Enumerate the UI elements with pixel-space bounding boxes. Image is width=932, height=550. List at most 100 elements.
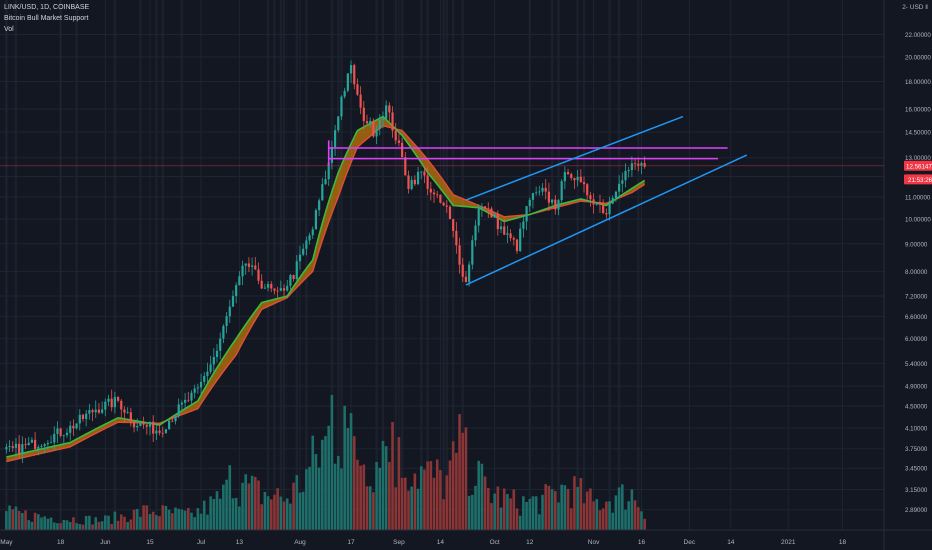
volume-bar (266, 496, 270, 530)
price-axis: 22.00000 20.00000 18.00000 16.00000 14.50000… (883, 0, 932, 550)
chart-symbol-title[interactable]: LINK/USD, 1D, COINBASE (4, 4, 90, 11)
time-tick-label: 12 (526, 539, 534, 546)
candle (528, 199, 531, 207)
time-tick-label: Aug (294, 539, 306, 546)
candle (116, 397, 120, 401)
currency-axis-label[interactable]: 2- USD ‖ (902, 4, 928, 11)
volume-bar (426, 461, 429, 530)
candle (391, 112, 394, 131)
candle (222, 325, 225, 339)
candle (177, 404, 180, 416)
candle (155, 430, 158, 434)
volume-bar (142, 505, 145, 530)
candle (356, 84, 359, 95)
candle (30, 439, 34, 443)
channel-line (465, 115, 684, 201)
candle (483, 206, 487, 209)
volume-bar (78, 524, 82, 530)
candle (327, 162, 330, 180)
volume-bar (247, 483, 251, 530)
price-tick-label: 2.89000 (905, 507, 928, 514)
candle (132, 421, 136, 428)
candle (49, 442, 53, 444)
volume-bar (560, 484, 563, 530)
time-tick-label: Dec (684, 539, 696, 546)
candle (404, 157, 407, 176)
volume-bar (151, 511, 155, 530)
candle (65, 432, 69, 436)
volume-bar (273, 494, 276, 530)
volume-bar (576, 486, 579, 530)
candle (365, 121, 369, 124)
price-tick-label: 22.00000 (905, 32, 931, 39)
candle (570, 174, 573, 179)
volume-bar (429, 461, 433, 530)
volume-bar (65, 520, 69, 530)
candle (5, 447, 8, 450)
volume-bar (601, 508, 605, 530)
volume-bar (327, 425, 331, 530)
volume-bar (100, 521, 104, 530)
candle (91, 410, 94, 413)
volume-bar (263, 491, 267, 530)
time-tick-label: Sep (393, 539, 405, 546)
candle (362, 107, 365, 122)
candle (586, 184, 589, 196)
candle (136, 425, 139, 428)
candle (308, 235, 311, 241)
volume-bar (340, 468, 343, 530)
candle (199, 381, 203, 388)
bg-stripe (394, 0, 397, 530)
candle (490, 208, 493, 218)
volume-bar (317, 467, 321, 530)
volume-bar (477, 460, 481, 530)
volume-bar (617, 487, 621, 530)
volume-bar (349, 413, 353, 530)
volume-bar (269, 499, 273, 530)
volume-indicator-label[interactable]: Vol (4, 26, 14, 33)
candle (554, 199, 557, 210)
candle (302, 248, 305, 255)
volume-bar (132, 509, 136, 530)
price-tick-label: 3.75000 (905, 446, 928, 453)
price-tick-label: 3.15000 (905, 487, 928, 494)
price-tick-label: 14.50000 (905, 130, 931, 137)
candle (324, 179, 327, 185)
bull-market-support-band (6, 115, 646, 463)
volume-bar (285, 498, 289, 530)
volume-bar (145, 505, 149, 530)
candle (503, 226, 506, 235)
volume-bar (486, 488, 490, 530)
volume-bar (107, 515, 110, 530)
candle (605, 213, 608, 215)
bg-stripe (330, 0, 334, 530)
volume-bar (496, 486, 500, 530)
candle (439, 194, 442, 203)
volume-bar (455, 452, 458, 530)
bg-stripe (617, 0, 621, 530)
price-tick-label: 11.00000 (905, 194, 931, 201)
volume-bar (33, 512, 37, 530)
candle (85, 413, 88, 419)
candle (566, 172, 570, 175)
volume-bar (225, 479, 228, 530)
candle (212, 356, 215, 365)
bg-stripe (400, 0, 404, 530)
volume-bar (368, 486, 372, 530)
candle (69, 425, 72, 433)
candle (174, 415, 177, 422)
candle (145, 424, 148, 427)
candle (385, 105, 388, 119)
volume-bar (314, 454, 318, 530)
candle (452, 219, 455, 231)
indicator-label[interactable]: Bitcoin Bull Market Support (4, 15, 89, 22)
price-tick-label: 5.40000 (905, 361, 928, 368)
volume-bar (333, 463, 337, 530)
volume-bar (595, 499, 599, 530)
volume-bar (174, 507, 177, 530)
candle (187, 399, 190, 401)
volume-bar (56, 523, 59, 530)
volume-bar (321, 439, 324, 530)
